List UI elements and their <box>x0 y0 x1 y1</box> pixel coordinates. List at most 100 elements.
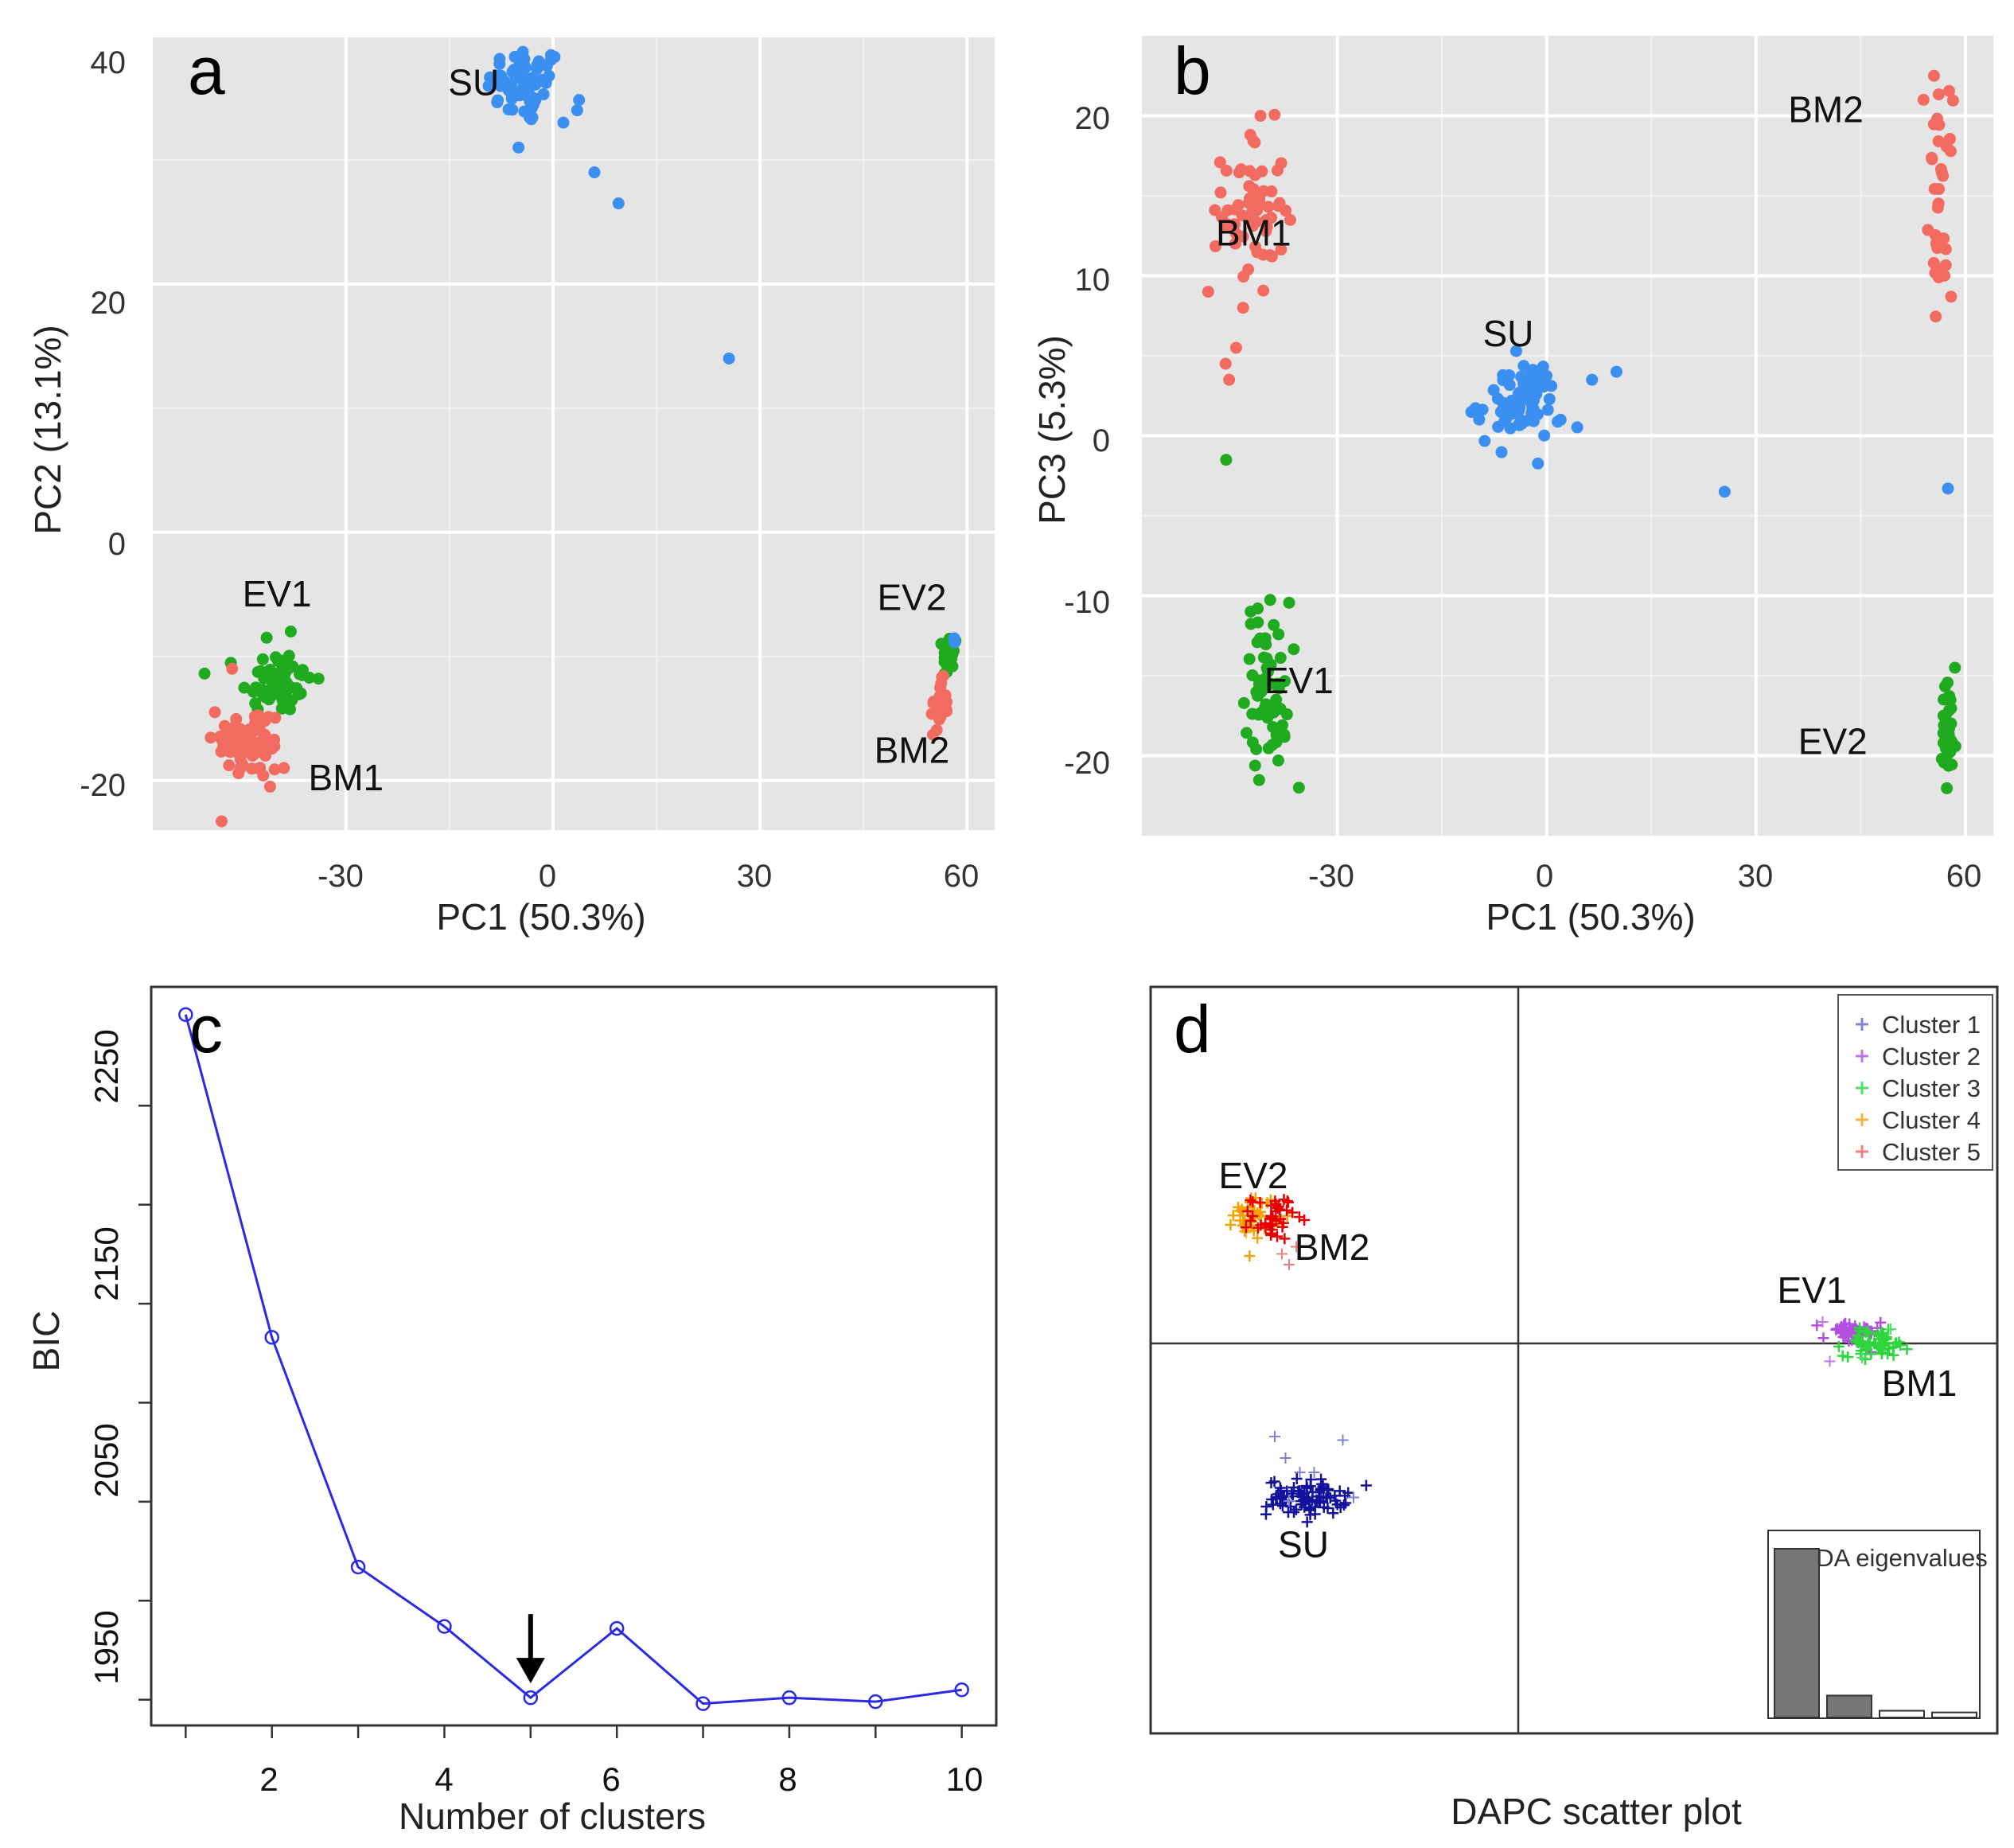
data-point <box>1223 373 1236 386</box>
data-point <box>1942 676 1954 689</box>
data-point <box>1250 216 1263 228</box>
eigenvalue-bar <box>1879 1710 1925 1719</box>
data-point <box>260 631 273 644</box>
data-point <box>249 681 262 694</box>
panel-b-x-ticks: -30 0 30 60 <box>1308 859 1981 894</box>
arrow-head <box>516 1658 545 1684</box>
data-point <box>1253 193 1266 205</box>
data-point <box>1337 1434 1349 1446</box>
data-point <box>1220 164 1233 177</box>
data-point <box>1267 1499 1279 1511</box>
panel-b: -30 0 30 60 -20 -10 0 10 20 PC1 (50.3%) … <box>1031 33 1993 938</box>
panel-b-points <box>1202 69 1961 794</box>
data-point <box>1278 1194 1290 1206</box>
data-point <box>1817 1316 1829 1328</box>
data-point <box>506 103 519 116</box>
data-point <box>1256 165 1268 177</box>
panel-b-y-tick: 10 <box>1075 263 1111 298</box>
panel-a-x-tick: 0 <box>539 859 556 894</box>
panel-c-y-tick: 1950 <box>88 1610 125 1684</box>
data-point <box>1334 1485 1346 1497</box>
data-point <box>492 94 504 107</box>
panel-a-label-su: SU <box>448 62 499 103</box>
data-point <box>223 759 236 772</box>
panel-d-label-ev2: EV2 <box>1219 1155 1288 1196</box>
panel-c-y-tick: 2250 <box>88 1029 125 1103</box>
data-point <box>1949 661 1961 674</box>
data-point <box>283 703 296 715</box>
eigenvalue-bar <box>1826 1694 1872 1718</box>
data-point <box>1926 153 1938 166</box>
bic-marker <box>868 1694 883 1710</box>
data-point <box>281 663 294 676</box>
data-point <box>1247 1196 1259 1208</box>
data-point <box>1523 394 1536 407</box>
data-point <box>1260 1508 1272 1520</box>
data-point <box>208 706 221 719</box>
data-point <box>1252 689 1264 702</box>
panel-a-x-tick: 60 <box>944 859 980 894</box>
bic-marker <box>523 1690 539 1706</box>
data-point <box>1225 1219 1237 1231</box>
data-point <box>516 85 528 98</box>
data-point <box>272 674 285 687</box>
data-point <box>949 636 961 649</box>
eigenvalue-bar <box>1931 1711 1977 1718</box>
data-point <box>1229 341 1242 354</box>
data-point <box>512 141 525 154</box>
data-point <box>226 662 239 675</box>
data-point <box>1322 1503 1334 1515</box>
panel-a-x-tick: 30 <box>737 859 773 894</box>
data-point <box>1241 1206 1253 1218</box>
data-point <box>1938 693 1950 706</box>
panel-d: d EV2 BM2 EV1 BM1 SU Cluster 1 Cluster 2… <box>1149 985 1999 1832</box>
panel-d-label-bm1: BM1 <box>1882 1363 1958 1404</box>
data-point <box>1469 402 1482 415</box>
data-point <box>1865 1348 1877 1360</box>
data-point <box>537 88 550 100</box>
data-point <box>254 724 267 737</box>
panel-b-label-ev1: EV1 <box>1264 660 1334 701</box>
eigenvalues-inset: DA eigenvalues <box>1767 1530 1988 1719</box>
panel-b-x-tick: 60 <box>1946 859 1982 894</box>
data-point <box>1498 372 1511 385</box>
data-point <box>1586 373 1599 386</box>
panel-a: -30 0 30 60 -20 0 20 40 PC1 (50.3%) PC2 … <box>27 33 995 938</box>
data-point <box>1301 1482 1313 1494</box>
data-point <box>1513 393 1526 406</box>
panel-a-y-axis-title: PC2 (13.1%) <box>27 325 68 534</box>
data-point <box>1242 197 1255 209</box>
data-point <box>1856 1352 1868 1363</box>
data-point <box>548 51 561 64</box>
data-point <box>223 744 236 757</box>
data-point <box>1313 1491 1325 1503</box>
data-point <box>1498 415 1510 428</box>
legend-item-cluster-2: Cluster 2 <box>1882 1043 1981 1070</box>
data-point <box>1348 1491 1359 1503</box>
data-point <box>1213 156 1226 169</box>
data-point <box>1252 1232 1264 1244</box>
data-point <box>1254 110 1267 122</box>
panel-a-grid <box>153 34 995 830</box>
data-point <box>1237 696 1250 709</box>
data-point <box>1932 88 1945 101</box>
data-point <box>1265 1477 1277 1489</box>
panel-b-y-tick: -20 <box>1064 746 1110 781</box>
data-point <box>1246 736 1259 749</box>
data-point <box>1293 1211 1305 1223</box>
data-point <box>1270 1199 1282 1211</box>
data-point <box>1229 228 1242 240</box>
data-point <box>262 711 275 723</box>
data-point <box>1276 1248 1287 1260</box>
data-point <box>482 80 495 92</box>
data-point <box>1280 1452 1291 1464</box>
data-point <box>263 664 276 676</box>
data-point <box>612 197 625 210</box>
data-point <box>1935 166 1948 179</box>
data-point <box>723 352 735 365</box>
panel-a-y-tick: -20 <box>80 768 126 803</box>
data-point <box>1291 1241 1302 1253</box>
data-point <box>1901 1343 1913 1355</box>
data-point <box>1538 429 1551 442</box>
data-point <box>1202 286 1214 298</box>
